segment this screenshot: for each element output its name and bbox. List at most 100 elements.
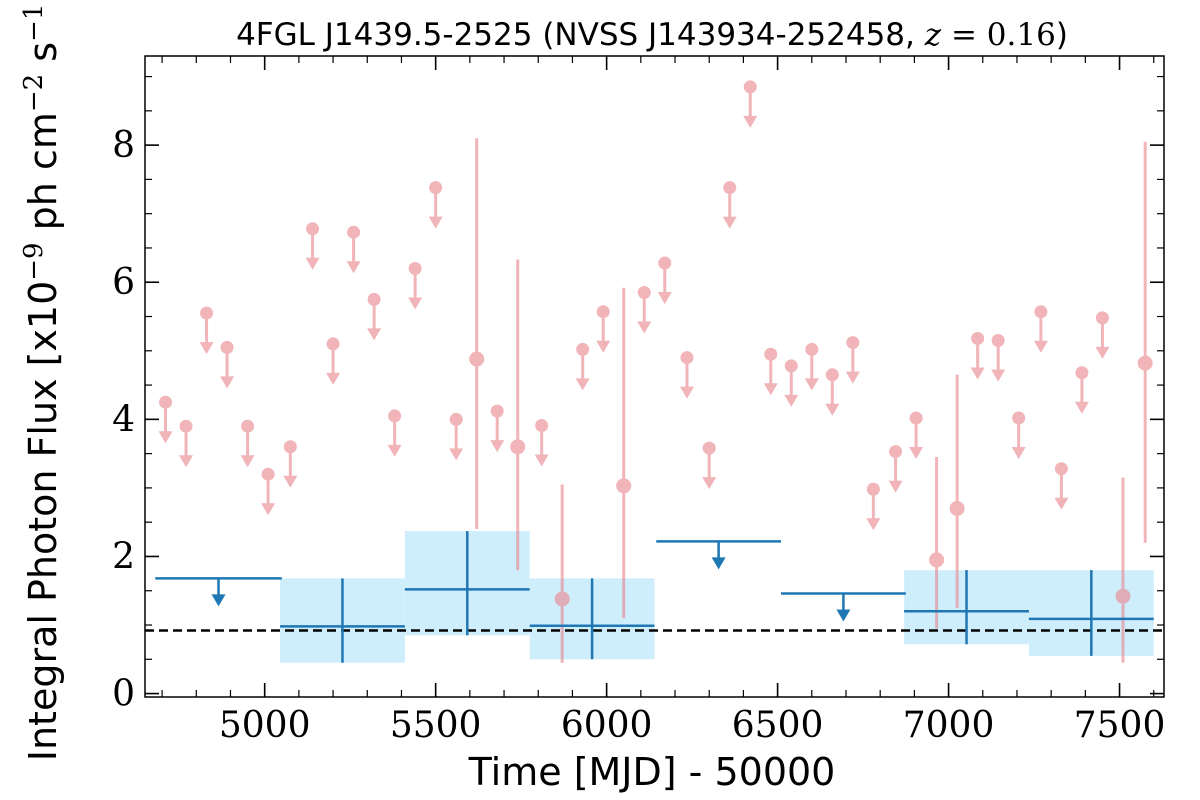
axes-frame bbox=[144, 55, 1165, 698]
short-bin-upper-limit bbox=[240, 419, 255, 468]
upper-limit-arrow-head bbox=[261, 503, 276, 516]
short-bin-upper-limit bbox=[679, 351, 694, 399]
short-bin-marker bbox=[1115, 588, 1131, 604]
long-bin-upper-limit bbox=[781, 592, 906, 622]
short-bin-upper-limit bbox=[490, 404, 505, 453]
short-bin-marker bbox=[1034, 305, 1048, 319]
short-bin-detection bbox=[1137, 141, 1153, 543]
short-bin-marker bbox=[866, 482, 880, 496]
short-bin-marker bbox=[283, 440, 297, 454]
short-bin-marker bbox=[846, 336, 860, 350]
axes: 5000 5500 6000 6500 7000 7500 0 2 4 6 8 bbox=[112, 55, 1166, 746]
short-bin-detection bbox=[510, 259, 526, 571]
upper-limit-arrow-head bbox=[991, 369, 1006, 382]
upper-limit-arrow-head bbox=[888, 480, 903, 493]
title-prefix: 4FGL J1439.5-2525 (NVSS J143934-252458, bbox=[236, 17, 925, 53]
short-bin-upper-limit bbox=[657, 256, 672, 305]
short-bin-marker bbox=[637, 286, 651, 300]
x-tick-label: 5000 bbox=[219, 705, 311, 746]
short-bin-marker bbox=[616, 478, 632, 494]
upper-limit-arrow-head bbox=[711, 557, 726, 570]
x-tick-label: 7000 bbox=[903, 705, 995, 746]
short-bin-upper-limit bbox=[637, 286, 652, 334]
short-bin-marker bbox=[909, 411, 923, 425]
long-bin-detection bbox=[529, 578, 655, 660]
short-bin-marker bbox=[971, 331, 985, 345]
short-bin-marker bbox=[261, 467, 275, 481]
short-bin-upper-limit bbox=[991, 334, 1006, 382]
short-bin-detection bbox=[616, 287, 632, 619]
upper-limit-arrow-head bbox=[1054, 497, 1069, 510]
short-bin-upper-limit bbox=[888, 445, 903, 493]
title-z-value: = 0.16 bbox=[941, 17, 1056, 53]
upper-limit-arrow-head bbox=[346, 261, 361, 274]
upper-limit-arrow-head bbox=[702, 477, 717, 490]
plot-area bbox=[145, 80, 1164, 663]
upper-limit-arrow-head bbox=[575, 378, 590, 391]
short-bin-marker bbox=[949, 500, 965, 516]
short-bin-marker bbox=[449, 412, 463, 426]
short-bin-detection bbox=[949, 374, 965, 608]
short-bin-upper-limit bbox=[261, 467, 276, 516]
short-bin-marker bbox=[1075, 366, 1089, 380]
short-bin-upper-limit bbox=[845, 336, 860, 384]
short-bin-marker bbox=[179, 419, 193, 433]
short-bin-upper-limit bbox=[179, 419, 194, 468]
short-bin-marker bbox=[408, 262, 422, 276]
short-bin-upper-limit bbox=[220, 340, 235, 389]
chart-title: 4FGL J1439.5-2525 (NVSS J143934-252458, … bbox=[236, 17, 1068, 53]
upper-limit-arrow-head bbox=[158, 431, 173, 444]
short-bin-upper-limit bbox=[743, 80, 758, 128]
short-bin-upper-limit bbox=[408, 262, 423, 310]
upper-limit-arrow-head bbox=[836, 609, 851, 622]
short-bin-marker bbox=[367, 292, 381, 306]
x-axis-label: Time [MJD] - 50000 bbox=[468, 750, 836, 794]
short-bin-marker bbox=[241, 419, 255, 433]
short-bin-marker bbox=[1054, 462, 1068, 476]
short-bin-upper-limit bbox=[1054, 462, 1069, 510]
y-tick-label: 6 bbox=[112, 262, 135, 303]
x-tick-label: 7500 bbox=[1074, 705, 1166, 746]
upper-limit-arrow-head bbox=[1095, 346, 1110, 359]
short-bin-marker bbox=[535, 419, 549, 433]
short-bin-marker bbox=[1012, 411, 1026, 425]
y-tick-label: 4 bbox=[112, 399, 135, 440]
long-bin-detection bbox=[404, 531, 530, 636]
upper-limit-arrow-head bbox=[490, 440, 505, 453]
short-bin-marker bbox=[510, 439, 526, 455]
upper-limit-arrow-head bbox=[199, 342, 214, 355]
short-bin-upper-limit bbox=[866, 482, 881, 531]
upper-limit-arrow-head bbox=[283, 475, 298, 488]
short-bin-marker bbox=[554, 591, 570, 607]
upper-limit-arrow-head bbox=[240, 455, 255, 468]
upper-limit-arrow-head bbox=[449, 448, 464, 461]
short-bin-upper-limit bbox=[346, 225, 361, 274]
upper-limit-arrow-head bbox=[211, 594, 226, 607]
upper-limit-arrow-head bbox=[220, 376, 235, 389]
short-bin-upper-limit bbox=[158, 395, 173, 444]
short-bin-upper-limit bbox=[784, 359, 799, 407]
short-bin-marker bbox=[991, 334, 1005, 348]
short-bin-detection bbox=[929, 457, 945, 629]
upper-limit-arrow-head bbox=[179, 455, 194, 468]
short-bin-marker bbox=[680, 351, 694, 365]
short-bin-marker bbox=[469, 351, 485, 367]
short-bin-detection bbox=[554, 484, 570, 663]
upper-limit-arrow-head bbox=[596, 340, 611, 353]
x-tick-label: 6500 bbox=[732, 705, 824, 746]
short-bin-upper-limit bbox=[970, 331, 985, 380]
upper-limit-arrow-head bbox=[657, 292, 672, 305]
short-bin-marker bbox=[784, 359, 798, 373]
short-bin-upper-limit bbox=[722, 181, 737, 229]
short-bin-upper-limit bbox=[825, 368, 840, 416]
upper-limit-arrow-head bbox=[804, 378, 819, 391]
short-bin-marker bbox=[159, 395, 173, 409]
long-bin-upper-limit bbox=[656, 540, 782, 570]
short-bin-upper-limit bbox=[804, 342, 819, 391]
short-bin-upper-limit bbox=[283, 440, 298, 488]
y-tick-label: 8 bbox=[112, 125, 135, 166]
short-bin-upper-limit bbox=[305, 222, 320, 270]
upper-limit-arrow-head bbox=[970, 367, 985, 380]
short-bin-upper-limit bbox=[534, 419, 549, 467]
short-bin-upper-limit bbox=[367, 292, 382, 341]
